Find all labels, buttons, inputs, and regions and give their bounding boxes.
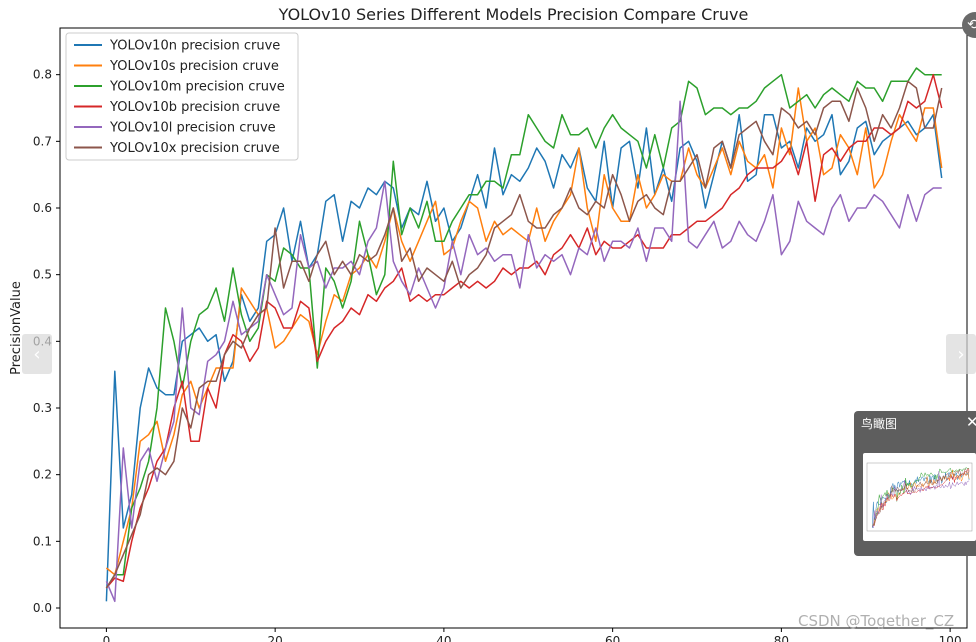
- rotate-icon: ⟲: [967, 17, 976, 33]
- chevron-right-icon: ›: [957, 343, 965, 365]
- viewer-close-button[interactable]: ⟲: [962, 12, 976, 38]
- minimap-panel[interactable]: 鸟瞰图 ✕: [854, 411, 976, 556]
- x-tick-label: 80: [774, 634, 789, 642]
- previous-image-button[interactable]: ‹: [22, 334, 52, 374]
- legend-entry: YOLOv10m precision cruve: [109, 80, 285, 95]
- legend-entry: YOLOv10x precision cruve: [109, 141, 280, 156]
- y-tick-label: 0.3: [33, 401, 52, 415]
- next-image-button[interactable]: ›: [946, 334, 976, 374]
- series-line-yolov10m: [105, 67, 942, 589]
- minimap-title: 鸟瞰图: [861, 417, 898, 431]
- x-tick-label: 60: [605, 634, 620, 642]
- series-line-yolov10x: [105, 80, 943, 589]
- series-line-yolov10b: [105, 73, 943, 589]
- minimap-thumbnail[interactable]: [863, 453, 976, 541]
- minimap-series-line: [872, 467, 970, 527]
- series-line-yolov10l: [105, 100, 942, 603]
- x-tick-label: 100: [939, 634, 962, 642]
- y-tick-label: 0.5: [33, 268, 52, 282]
- y-axis-label: PrecisionValue: [9, 281, 24, 375]
- x-tick-label: 0: [103, 634, 111, 642]
- legend-entry: YOLOv10s precision cruve: [109, 59, 279, 74]
- minimap-close-icon[interactable]: ✕: [966, 413, 976, 431]
- chevron-left-icon: ‹: [33, 343, 41, 365]
- legend-entry: YOLOv10l precision cruve: [109, 121, 276, 136]
- y-axis-ticks: 0.00.10.20.30.40.50.60.70.8: [33, 68, 60, 615]
- y-tick-label: 0.0: [33, 601, 52, 615]
- y-tick-label: 0.8: [33, 68, 52, 82]
- minimap-chart-thumbnail: [866, 462, 973, 532]
- y-tick-label: 0.2: [33, 468, 52, 482]
- y-tick-label: 0.7: [33, 134, 52, 148]
- minimap-frame: [866, 462, 973, 532]
- legend: YOLOv10n precision cruve YOLOv10s precisi…: [65, 32, 299, 161]
- series-lines: [105, 67, 943, 603]
- x-axis-ticks: 0 20 40 60 80 100: [103, 628, 962, 642]
- legend-box: [65, 32, 299, 161]
- series-line-yolov10n: [105, 113, 943, 602]
- y-tick-label: 0.1: [33, 534, 52, 548]
- minimap-series-line: [872, 471, 970, 529]
- x-tick-label: 20: [268, 634, 283, 642]
- minimap-series-line: [872, 471, 970, 529]
- x-tick-label: 40: [436, 634, 451, 642]
- minimap-series-line: [872, 468, 970, 527]
- minimap-series-line: [872, 467, 970, 527]
- legend-entry: YOLOv10n precision cruve: [109, 39, 280, 54]
- watermark: CSDN @Together_CZ: [798, 612, 955, 630]
- plot-frame: [59, 27, 968, 629]
- series-line-yolov10s: [105, 87, 943, 576]
- chart-title: YOLOv10 Series Different Models Precisio…: [278, 5, 749, 24]
- legend-entry: YOLOv10b precision cruve: [109, 100, 280, 115]
- minimap-series-line: [872, 469, 970, 526]
- y-tick-label: 0.6: [33, 201, 52, 215]
